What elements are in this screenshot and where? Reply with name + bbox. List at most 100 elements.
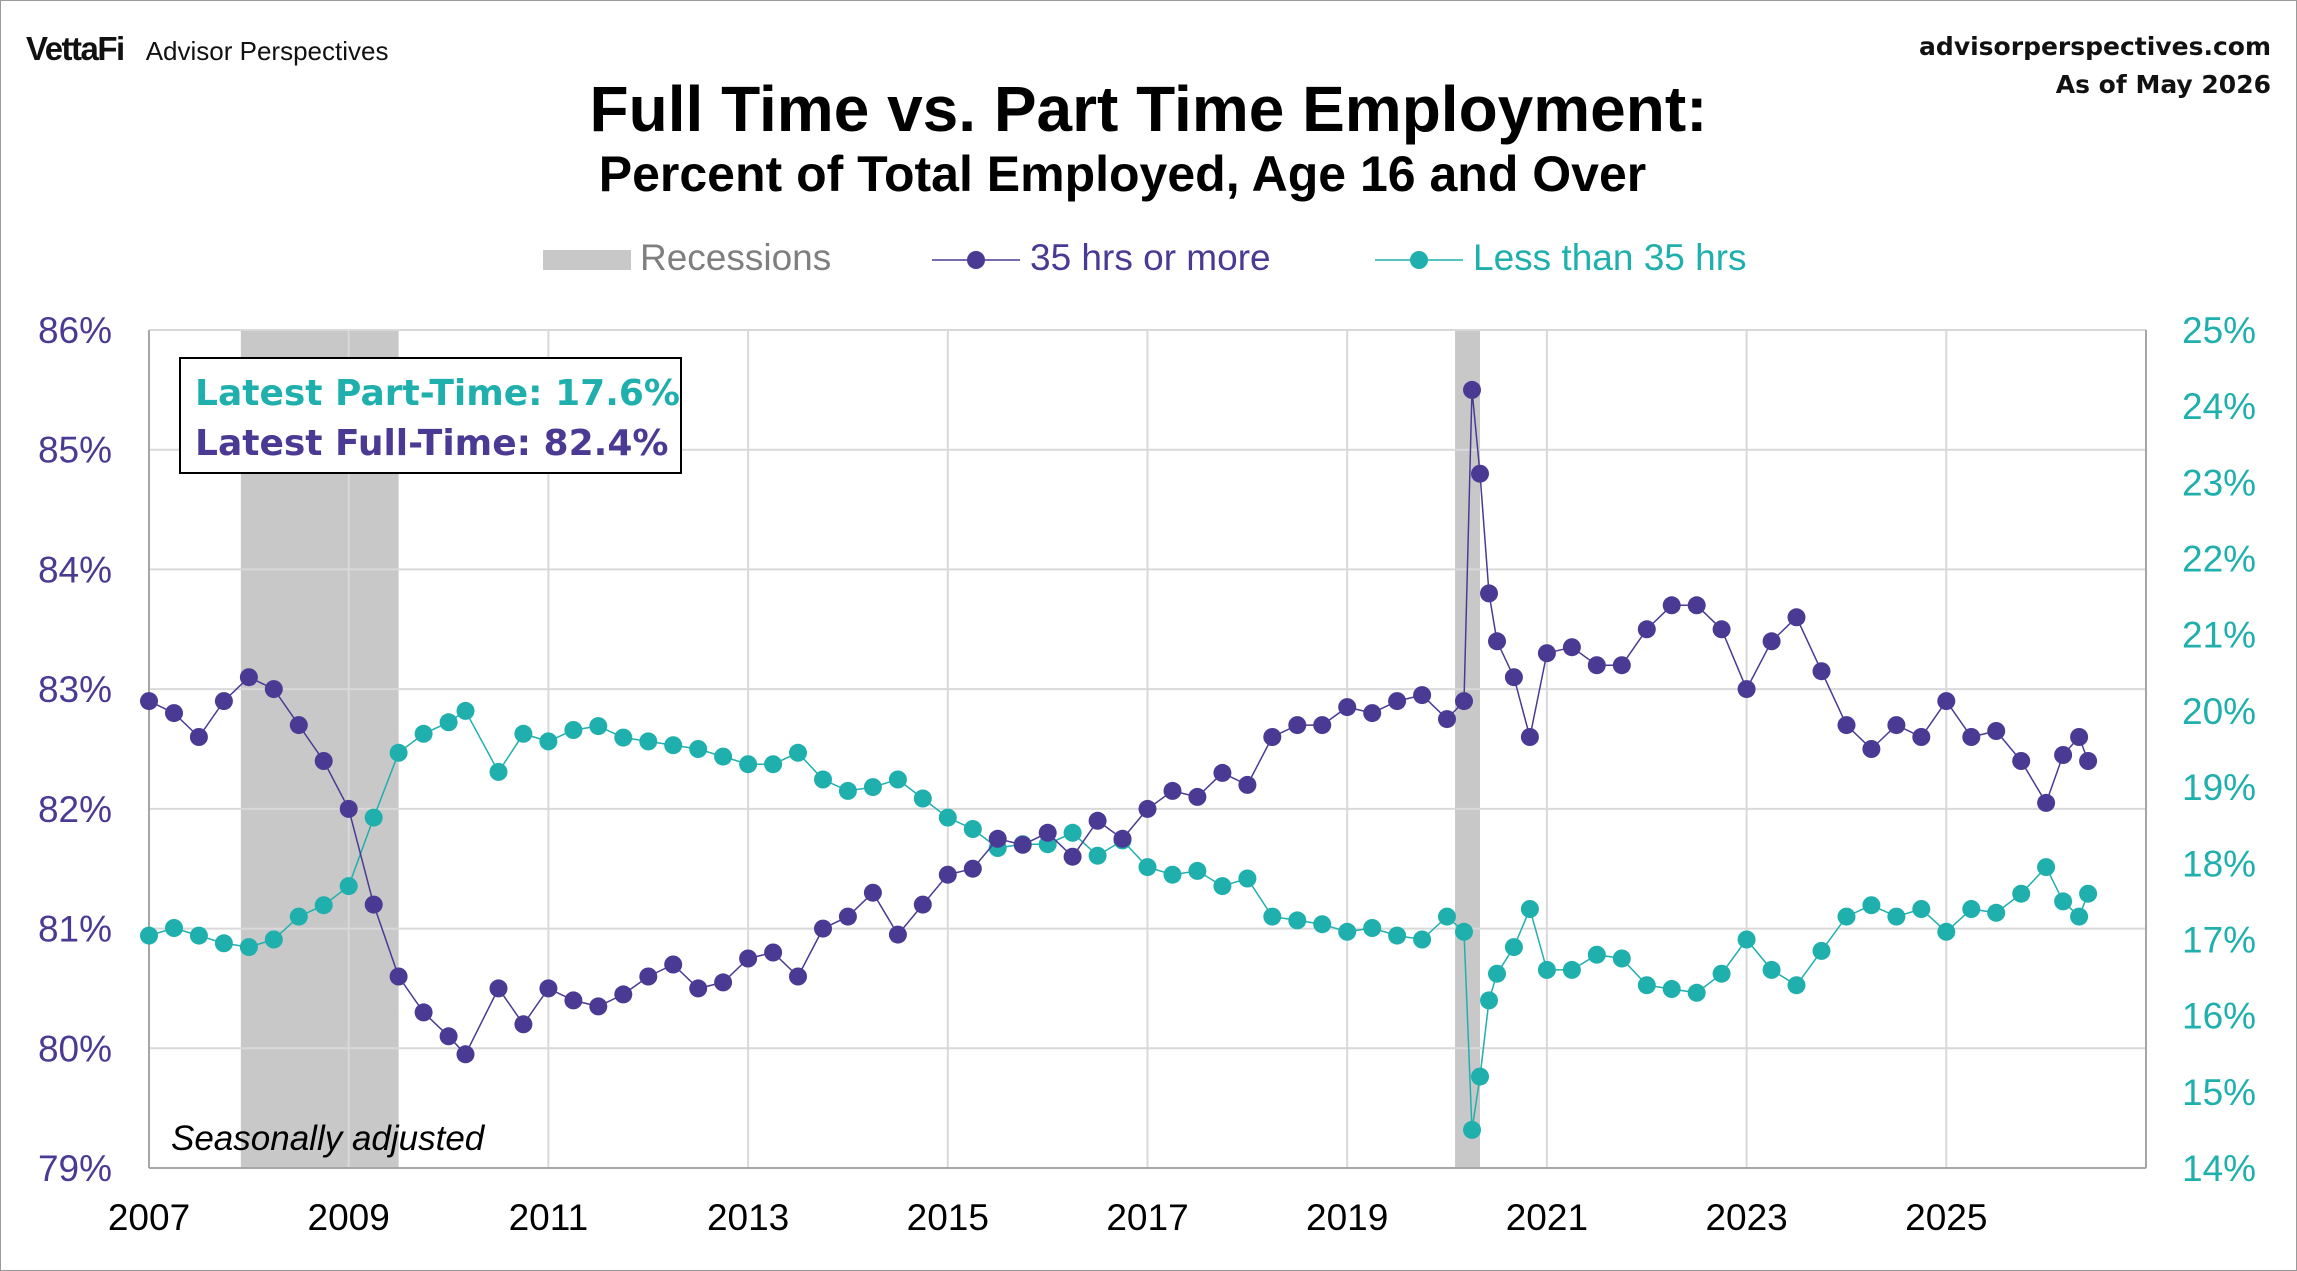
part-time-point (913, 789, 932, 808)
full-time-point (2079, 752, 2098, 770)
full-time-point (863, 883, 882, 902)
full-time-point (1762, 632, 1781, 651)
left-tick-label: 82% (38, 789, 112, 830)
full-time-point (2037, 793, 2056, 812)
full-time-point (1537, 644, 1556, 663)
left-tick-label: 79% (38, 1148, 112, 1189)
full-time-point (1488, 632, 1506, 651)
part-time-point (2079, 884, 2098, 903)
right-tick-label: 15% (2182, 1072, 2256, 1113)
part-time-point (1163, 865, 1182, 884)
part-time-point (814, 770, 832, 789)
full-time-point (1263, 728, 1282, 746)
part-time-point (339, 877, 358, 896)
part-time-point (1471, 1067, 1489, 1086)
full-time-point (456, 1045, 475, 1064)
part-time-point (539, 732, 558, 751)
part-time-point (289, 907, 308, 926)
right-tick-label: 17% (2182, 919, 2256, 960)
right-tick-label: 20% (2182, 691, 2256, 732)
full-time-point (1088, 811, 1107, 830)
part-time-point (1363, 919, 1382, 937)
full-time-point (489, 979, 508, 998)
right-tick-label: 23% (2182, 462, 2256, 503)
part-time-point (1937, 922, 1956, 941)
part-time-point (1520, 900, 1539, 918)
part-time-point (1837, 907, 1856, 926)
full-time-point (1587, 656, 1606, 675)
part-time-point (2012, 884, 2031, 903)
full-time-point (589, 997, 608, 1016)
part-time-point (364, 808, 383, 827)
full-time-point (1837, 716, 1856, 735)
full-time-point (664, 955, 683, 974)
full-time-point (1737, 680, 1756, 699)
full-time-point (1887, 716, 1906, 735)
chart-title: Full Time vs. Part Time Employment: (589, 73, 1708, 145)
part-time-point (514, 724, 533, 743)
part-time-point (614, 728, 633, 747)
left-tick-label: 83% (38, 669, 112, 710)
part-time-point (1480, 991, 1498, 1010)
x-tick-label: 2025 (1905, 1197, 1987, 1238)
part-time-point (1712, 964, 1731, 983)
part-time-point (1313, 915, 1332, 934)
part-time-point (2054, 892, 2073, 911)
as-of-date: As of May 2026 (2055, 70, 2271, 99)
part-time-point (264, 930, 283, 949)
full-time-point (1063, 847, 1082, 866)
series-full-time (140, 380, 2098, 1064)
part-time-point (414, 724, 433, 743)
part-time-point (938, 808, 957, 827)
part-time-point (2070, 907, 2089, 926)
latest-part-time: Latest Part-Time: 17.6% (195, 373, 680, 414)
x-tick-label: 2007 (108, 1197, 190, 1238)
part-time-point (1488, 964, 1506, 983)
full-time-point (414, 1003, 433, 1022)
legend-part-marker (1410, 251, 1428, 269)
x-tick-label: 2021 (1506, 1197, 1588, 1238)
recession-band (1455, 330, 1481, 1168)
full-time-point (1313, 716, 1332, 735)
part-time-point (214, 934, 233, 953)
site-url: advisorperspectives.com (1919, 32, 2271, 61)
full-time-point (1213, 763, 1232, 782)
x-tick-label: 2013 (707, 1197, 789, 1238)
full-time-point (364, 895, 383, 914)
full-time-point (1787, 608, 1806, 627)
full-time-point (339, 799, 358, 818)
part-time-point (714, 747, 733, 766)
right-tick-label: 21% (2182, 615, 2256, 656)
x-axis-ticks: 2007 2009 2011 2013 2015 2017 2019 2021 2023 2025 (108, 1197, 1988, 1238)
full-time-point (1238, 775, 1257, 794)
part-time-point (1263, 907, 1282, 926)
part-time-point (1987, 903, 2006, 922)
x-tick-label: 2015 (907, 1197, 989, 1238)
full-time-point (1388, 692, 1407, 711)
part-time-point (1213, 877, 1232, 896)
right-tick-label: 18% (2182, 843, 2256, 884)
full-time-point (1438, 710, 1456, 729)
legend: Recessions 35 hrs or more Less than 35 h… (543, 237, 1747, 278)
full-time-point (1712, 620, 1731, 639)
right-tick-label: 22% (2182, 539, 2256, 580)
site-info: advisorperspectives.com As of May 2026 (1919, 28, 2271, 104)
full-time-point (539, 979, 558, 998)
part-time-point (140, 926, 158, 945)
full-time-point (739, 949, 758, 968)
left-tick-label: 85% (38, 430, 112, 471)
full-time-point (1413, 686, 1432, 705)
part-time-point (189, 926, 208, 945)
full-time-point (514, 1015, 533, 1034)
full-time-point (2012, 752, 2031, 770)
full-time-point (639, 967, 658, 986)
latest-full-time: Latest Full-Time: 82.4% (195, 423, 668, 464)
full-time-point (1862, 740, 1881, 758)
part-time-point (1088, 846, 1107, 865)
full-time-point (814, 919, 832, 938)
full-time-point (1912, 728, 1931, 746)
series-part-time (140, 701, 2098, 1139)
part-time-point (1612, 949, 1631, 968)
series-line (148, 709, 2089, 1131)
part-time-point (1438, 907, 1456, 926)
